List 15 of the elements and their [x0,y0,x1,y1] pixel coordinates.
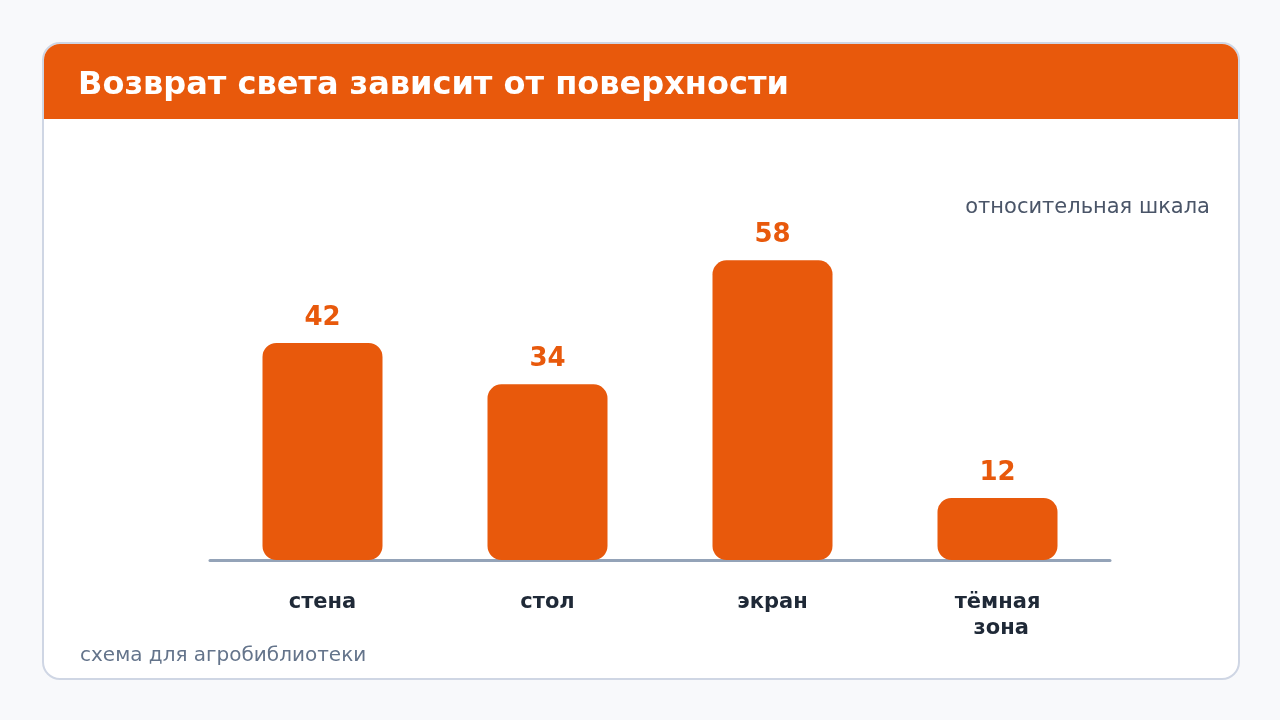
data-label: 12 [979,456,1016,486]
bar [712,260,833,560]
text: схема для агробиблиотеки [80,642,367,666]
x-tick-label: стол [520,589,575,613]
chart-subtitle: относительная шкала [965,194,1210,218]
data-label: 34 [529,342,566,373]
data-label: 42 [304,301,341,331]
bar [937,498,1058,560]
data-label: 58 [754,218,791,249]
chart-title: Возврат света зависит от поверхности [78,64,789,102]
x-tick-label: тёмная зона [954,589,1041,639]
x-tick-label: стена [288,589,357,613]
x-tick-label: экран [737,589,808,613]
bar [262,343,383,560]
bar [487,384,608,560]
